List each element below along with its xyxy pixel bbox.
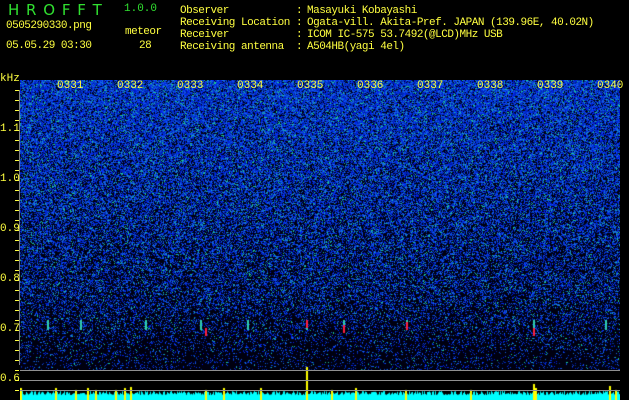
y-tick-mark <box>15 100 19 101</box>
y-tick-mark <box>15 290 19 291</box>
y-tick-mark <box>15 220 19 221</box>
y-axis-label: kHz <box>0 73 20 85</box>
x-tick-label: 0339 <box>537 80 564 92</box>
y-tick-mark <box>15 210 19 211</box>
y-tick-mark <box>15 180 19 181</box>
y-tick-mark <box>15 230 19 231</box>
app-version: 1.0.0 <box>124 3 158 15</box>
y-tick-label: 1.0 <box>0 173 20 185</box>
y-tick-mark <box>15 350 19 351</box>
receiver-value: ICOM IC-575 53.7492(@LCD)MHz USB <box>307 29 503 41</box>
sep: : <box>296 29 303 41</box>
y-tick-mark <box>15 110 19 111</box>
sep: : <box>296 5 303 17</box>
gridline <box>20 380 620 381</box>
gridline <box>20 390 620 391</box>
y-tick-mark <box>15 190 19 191</box>
app-title: H R O F F T <box>8 1 103 19</box>
y-tick-mark <box>15 330 19 331</box>
gridline <box>20 370 620 371</box>
sep: : <box>296 17 303 29</box>
y-tick-label: 0.7 <box>0 323 20 335</box>
y-tick-mark <box>15 200 19 201</box>
y-tick-mark <box>15 120 19 121</box>
y-tick-mark <box>15 140 19 141</box>
y-tick-mark <box>15 250 19 251</box>
y-tick-label: 0.8 <box>0 273 20 285</box>
y-tick-mark <box>15 340 19 341</box>
y-tick-mark <box>15 380 19 381</box>
y-axis-line <box>19 90 20 365</box>
y-tick-mark <box>15 310 19 311</box>
y-tick-label: 0.6 <box>0 373 20 385</box>
location-label: Receiving Location <box>180 17 290 29</box>
y-tick-mark <box>15 240 19 241</box>
location-value: Ogata-vill. Akita-Pref. JAPAN (139.96E, … <box>307 17 594 29</box>
y-tick-mark <box>15 360 19 361</box>
y-tick-mark <box>15 320 19 321</box>
x-tick-label: 0336 <box>357 80 384 92</box>
antenna-value: A504HB(yagi 4el) <box>307 41 405 53</box>
y-tick-mark <box>15 130 19 131</box>
y-tick-mark <box>15 260 19 261</box>
y-tick-mark <box>15 160 19 161</box>
sep: : <box>296 41 303 53</box>
y-tick-label: 1.1 <box>0 123 20 135</box>
x-tick-label: 0335 <box>297 80 324 92</box>
meteor-label: meteor <box>125 26 162 38</box>
x-tick-label: 0337 <box>417 80 444 92</box>
x-tick-label: 0333 <box>177 80 204 92</box>
y-tick-mark <box>15 270 19 271</box>
y-tick-mark <box>15 90 19 91</box>
y-tick-mark <box>15 150 19 151</box>
y-tick-mark <box>15 370 19 371</box>
x-tick-label: 0334 <box>237 80 264 92</box>
antenna-label: Receiving antenna <box>180 41 284 53</box>
y-tick-mark <box>15 280 19 281</box>
x-tick-label: 0340 <box>597 80 624 92</box>
meteor-count: 28 <box>139 40 152 52</box>
y-tick-mark <box>15 390 19 391</box>
x-tick-label: 0331 <box>57 80 84 92</box>
observer-value: Masayuki Kobayashi <box>307 5 417 17</box>
y-tick-label: 0.9 <box>0 223 20 235</box>
filename: 0505290330.png <box>6 20 92 32</box>
y-tick-mark <box>15 300 19 301</box>
observer-label: Observer <box>180 5 229 17</box>
spectrogram-heatmap <box>20 80 620 400</box>
y-tick-mark <box>15 170 19 171</box>
receiver-label: Receiver <box>180 29 229 41</box>
datetime: 05.05.29 03:30 <box>6 40 92 52</box>
x-tick-label: 0338 <box>477 80 504 92</box>
x-tick-label: 0332 <box>117 80 144 92</box>
